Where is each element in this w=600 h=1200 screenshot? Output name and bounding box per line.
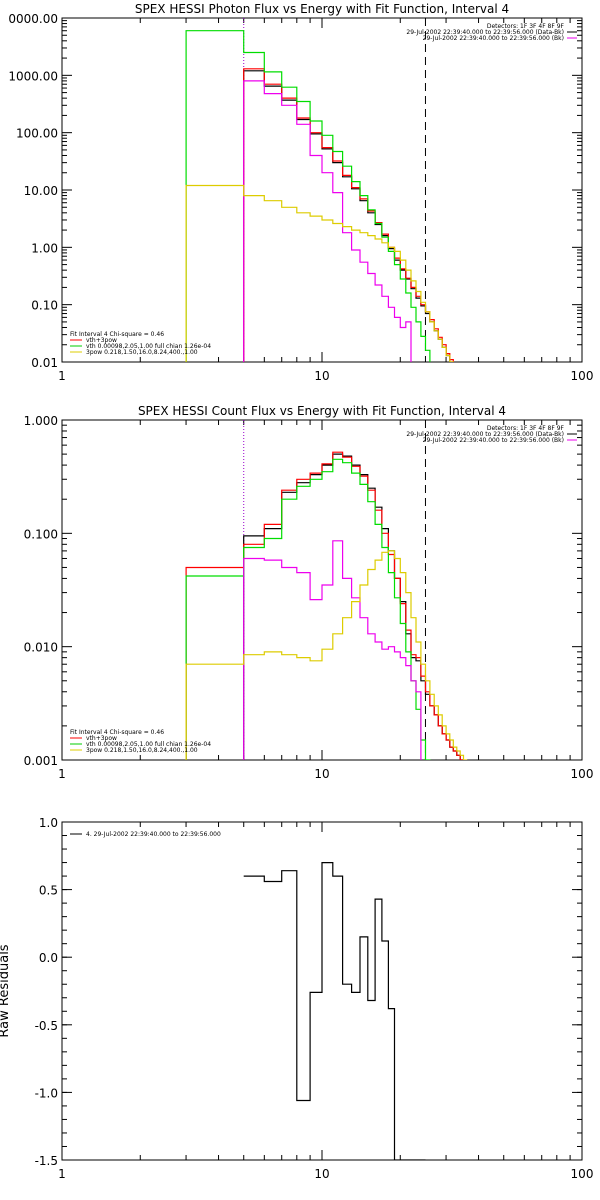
series-line-5 xyxy=(185,184,454,362)
x-tick-label: 1 xyxy=(58,1167,66,1181)
chart-panel-3: 1 10 100 -1.5 -1.0 -0.5 0.0 0.5 1.0 Raw Residuals… xyxy=(0,816,593,1181)
x-tick-label: 10 xyxy=(314,369,329,383)
chart-panel-2: SPEX HESSI Count Flux vs Energy with Fit… xyxy=(24,404,594,781)
x-tick-label: 10 xyxy=(314,767,329,781)
legend-header: Fit Interval 4 Chi-square = 0.46 xyxy=(70,331,164,338)
x-tick-label: 1 xyxy=(58,767,66,781)
plot-area xyxy=(243,862,426,1160)
series-line-3 xyxy=(185,30,431,362)
y-axis-label: Raw Residuals xyxy=(0,944,12,1037)
y-tick-label: -1.5 xyxy=(35,1154,58,1168)
legend-label: vth 0.00098,2.05,1.00 full chian 1.26e-0… xyxy=(86,741,211,748)
y-tick-label: 1.000 xyxy=(24,414,58,428)
plot-area xyxy=(185,420,468,760)
series-line-4 xyxy=(243,80,412,362)
y-tick-label: 0.001 xyxy=(24,754,58,768)
y-tick-label: 0000.00 xyxy=(8,12,58,26)
y-tick-label: 0.0 xyxy=(39,951,58,965)
series-line-1 xyxy=(243,70,454,362)
series-line-2 xyxy=(185,451,465,760)
x-tick-label: 1 xyxy=(58,369,66,383)
info-line: 29-Jul-2002 22:39:40.000 to 22:39:56.000… xyxy=(423,437,564,444)
legend-label: 3pow 0.218,1.50,16.0,8.24,400.,1.00 xyxy=(86,747,198,754)
info-line: 29-Jul-2002 22:39:40.000 to 22:39:56.000… xyxy=(423,35,564,42)
series-line-1 xyxy=(243,862,426,1160)
y-tick-label: 1.00 xyxy=(31,241,58,255)
y-tick-label: 1.0 xyxy=(39,816,58,830)
legend-label: 3pow 0.218,1.50,16.0,8.24,400.,1.00 xyxy=(86,349,198,356)
series-line-1 xyxy=(243,453,465,760)
legend-header: Fit Interval 4 Chi-square = 0.46 xyxy=(70,729,164,736)
legend-label: vth 0.00098,2.05,1.00 full chian 1.26e-0… xyxy=(86,343,211,350)
chart-title: SPEX HESSI Photon Flux vs Energy with Fi… xyxy=(135,2,509,16)
y-tick-label: 0.10 xyxy=(31,299,58,313)
series-line-5 xyxy=(185,550,468,760)
plot-frame xyxy=(61,17,583,363)
y-tick-label: 0.010 xyxy=(24,641,58,655)
series-line-4 xyxy=(243,540,422,760)
info-line: 29-Jul-2002 22:39:40.000 to 22:39:56.000… xyxy=(406,29,564,36)
y-tick-label: 0.01 xyxy=(31,356,58,370)
series-line-3 xyxy=(185,458,431,760)
y-tick-label: 10.00 xyxy=(24,184,58,198)
plot-area xyxy=(185,18,454,362)
info-line: Detectors: 1F 3F 4F 8F 9F xyxy=(487,23,565,30)
y-tick-label: -0.5 xyxy=(35,1019,58,1033)
y-tick-label: 100.00 xyxy=(16,127,58,141)
y-tick-label: -1.0 xyxy=(35,1086,58,1100)
x-tick-label: 100 xyxy=(571,369,594,383)
y-tick-label: 1000.00 xyxy=(8,69,58,83)
x-tick-label: 10 xyxy=(314,1167,329,1181)
series-line-2 xyxy=(243,68,454,362)
info-line: 29-Jul-2002 22:39:40.000 to 22:39:56.000… xyxy=(406,431,564,438)
legend-label: 4. 29-Jul-2002 22:39:40.000 to 22:39:56.… xyxy=(86,831,221,838)
chart-panel-1: SPEX HESSI Photon Flux vs Energy with Fi… xyxy=(8,2,593,383)
chart-title: SPEX HESSI Count Flux vs Energy with Fit… xyxy=(138,404,506,418)
legend-label: vth+3pow xyxy=(86,735,117,742)
y-tick-label: 0.100 xyxy=(24,527,58,541)
legend-label: vth+3pow xyxy=(86,337,117,344)
y-tick-label: 0.5 xyxy=(39,884,58,898)
x-tick-label: 100 xyxy=(571,767,594,781)
x-tick-label: 100 xyxy=(571,1167,594,1181)
info-line: Detectors: 1F 3F 4F 8F 9F xyxy=(487,425,565,432)
